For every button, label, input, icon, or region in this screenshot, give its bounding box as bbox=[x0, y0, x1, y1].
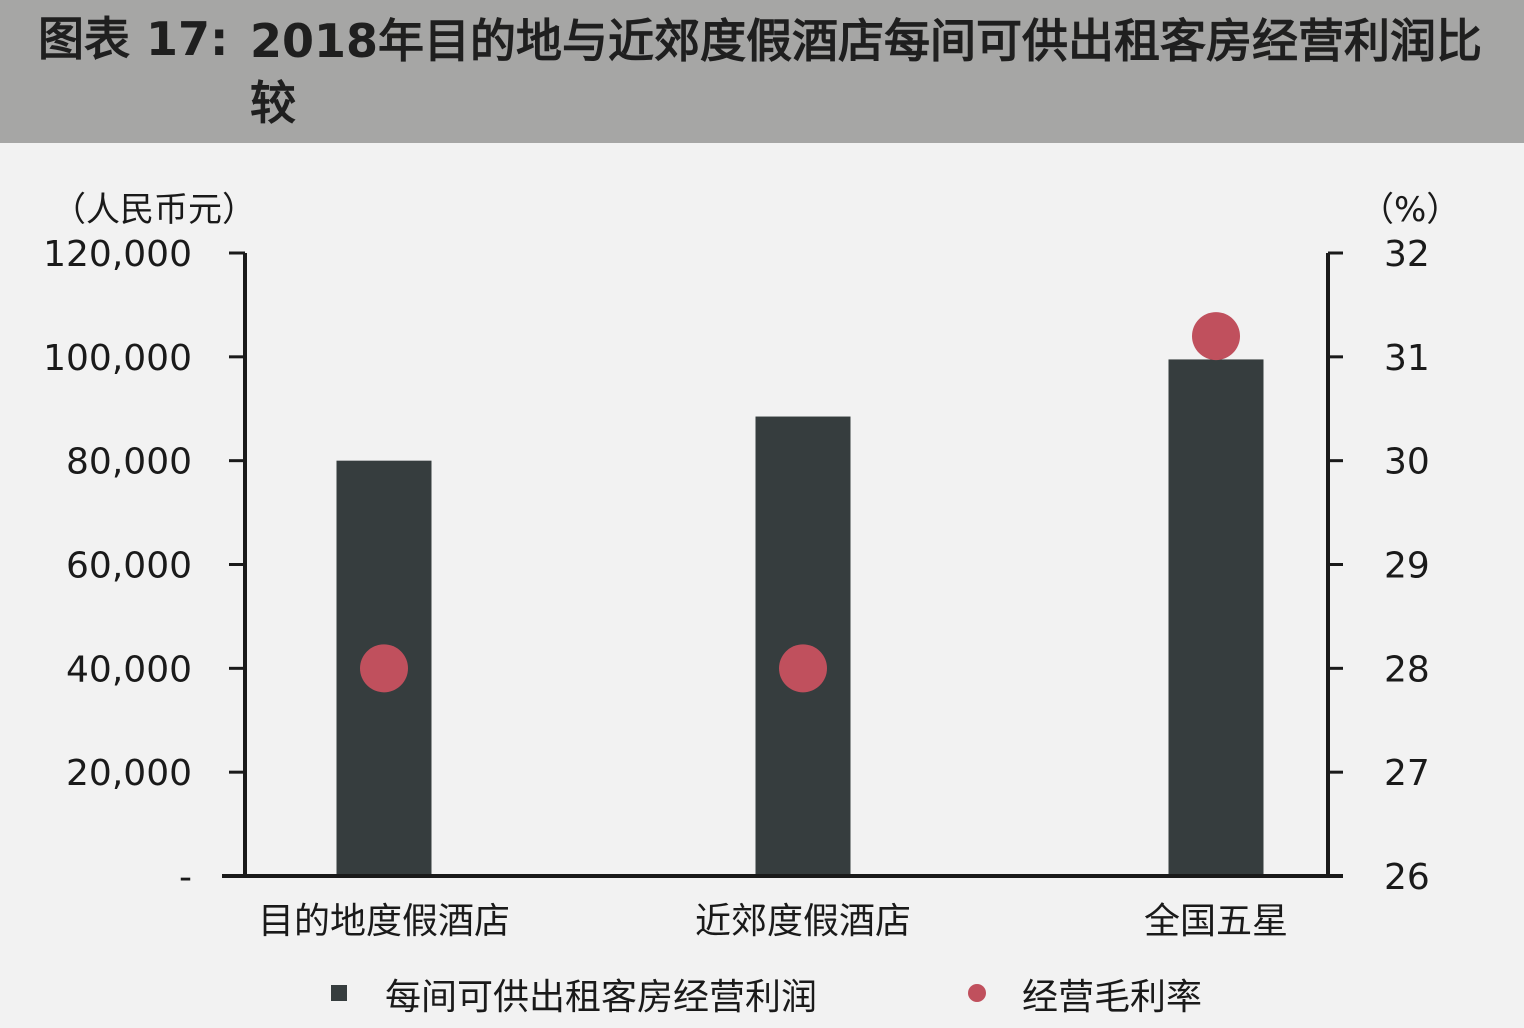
right-tick-label: 31 bbox=[1384, 338, 1430, 379]
left-tick-label: 60,000 bbox=[66, 546, 192, 587]
right-tick-label: 29 bbox=[1384, 546, 1430, 587]
legend-bar-label: 每间可供出租客房经营利润 bbox=[385, 977, 818, 1018]
right-tick-label: 32 bbox=[1384, 234, 1430, 275]
left-tick-label: 40,000 bbox=[66, 649, 192, 690]
right-tick-label: 28 bbox=[1384, 649, 1430, 690]
legend-dot-label: 经营毛利率 bbox=[1022, 977, 1203, 1018]
chart-plot: - 20,000 40,000 60,000 80,000 100,000 120,000 2… bbox=[43, 234, 1430, 942]
figure-label: 图表 17: bbox=[38, 12, 229, 66]
right-axis-unit: （%） bbox=[1360, 190, 1461, 230]
left-tick-label: 100,000 bbox=[43, 338, 192, 379]
category-label: 近郊度假酒店 bbox=[695, 901, 911, 942]
legend-bar-swatch bbox=[331, 985, 347, 1001]
left-tick-label: 80,000 bbox=[66, 442, 192, 483]
chart-title: 2018年目的地与近郊度假酒店每间可供出租客房经营利润比较 bbox=[250, 14, 1483, 130]
margin-dot bbox=[779, 644, 827, 693]
legend-dot-swatch bbox=[968, 984, 986, 1002]
bar bbox=[1168, 359, 1264, 876]
legend: 每间可供出租客房经营利润 经营毛利率 bbox=[0, 968, 1524, 1018]
category-label: 目的地度假酒店 bbox=[258, 901, 510, 942]
chart-header: 图表 17: 2018年目的地与近郊度假酒店每间可供出租客房经营利润比较 bbox=[0, 0, 1524, 143]
left-tick-label: 20,000 bbox=[66, 753, 192, 794]
left-tick-label: - bbox=[179, 857, 192, 898]
left-axis-unit: （人民币元） bbox=[52, 190, 256, 230]
category-label: 全国五星 bbox=[1144, 901, 1288, 942]
right-tick-label: 30 bbox=[1384, 442, 1430, 483]
right-tick-label: 27 bbox=[1384, 753, 1430, 794]
margin-dot bbox=[360, 644, 408, 693]
left-tick-label: 120,000 bbox=[43, 234, 192, 275]
right-tick-label: 26 bbox=[1384, 857, 1430, 898]
margin-dot bbox=[1192, 312, 1240, 361]
